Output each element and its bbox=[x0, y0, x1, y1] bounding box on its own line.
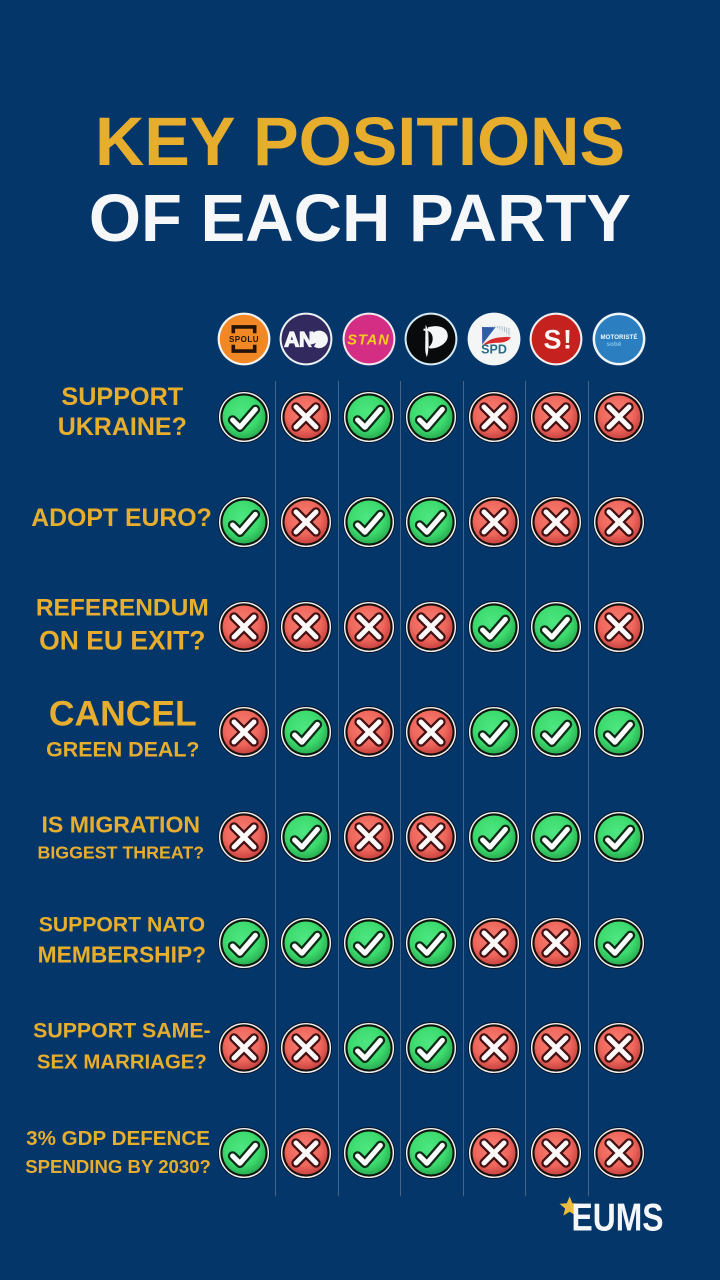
svg-text:SPOLU: SPOLU bbox=[229, 335, 259, 344]
svg-text:SPD: SPD bbox=[481, 342, 507, 356]
svg-text:STAN: STAN bbox=[347, 332, 389, 348]
svg-text:!: ! bbox=[563, 324, 572, 354]
svg-text:sobě: sobě bbox=[606, 341, 621, 348]
svg-text:AN: AN bbox=[285, 328, 315, 351]
svg-text:MOTORISTÉ: MOTORISTÉ bbox=[600, 333, 637, 341]
svg-text:EUMS: EUMS bbox=[572, 1195, 664, 1239]
svg-text:S: S bbox=[544, 324, 562, 354]
